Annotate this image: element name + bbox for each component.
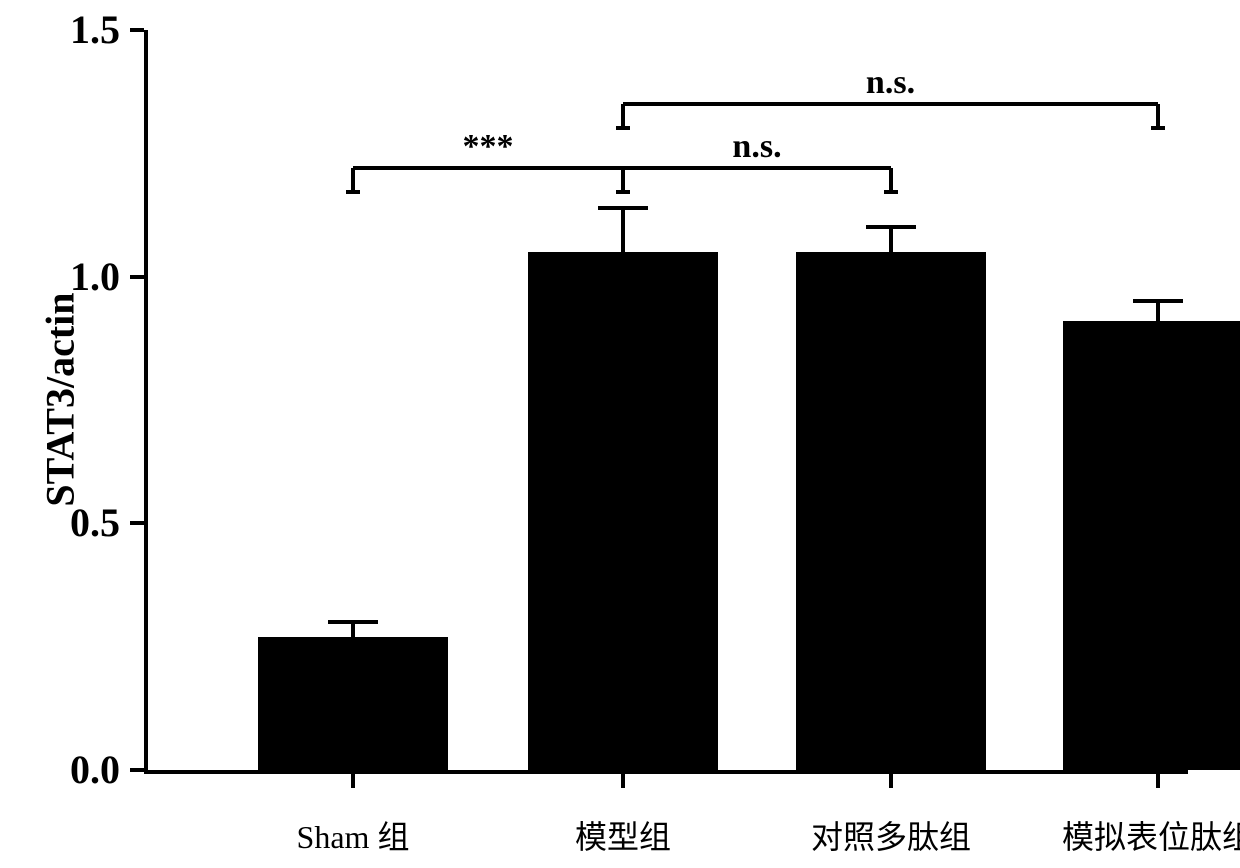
error-bar-cap — [1133, 299, 1183, 303]
significance-bracket-endcap — [346, 190, 360, 194]
error-bar — [889, 227, 893, 252]
bar-chart: STAT3/actin 0.0 0.5 1.0 1.5 Sham 组模型组对照多肽组模拟… — [0, 0, 1240, 868]
error-bar-cap — [866, 225, 916, 229]
y-tick-label: 1.5 — [0, 6, 120, 53]
y-tick — [130, 521, 144, 525]
significance-bracket-endcap — [884, 190, 898, 194]
x-tick — [621, 774, 625, 788]
significance-bracket-end — [621, 104, 625, 128]
significance-label: n.s. — [811, 64, 971, 102]
significance-bracket-end — [351, 168, 355, 192]
bar — [796, 252, 986, 770]
significance-bracket-end — [889, 168, 893, 192]
bar — [1063, 321, 1240, 770]
x-tick — [351, 774, 355, 788]
y-tick — [130, 28, 144, 32]
significance-bracket-endcap — [616, 126, 630, 130]
bar — [528, 252, 718, 770]
significance-bracket-endcap — [1151, 126, 1165, 130]
error-bar-cap — [598, 206, 648, 210]
significance-bracket — [353, 166, 623, 170]
y-axis-line — [144, 30, 148, 770]
error-bar — [621, 208, 625, 252]
x-tick-label: 模型组 — [473, 812, 773, 858]
significance-bracket-end — [621, 168, 625, 192]
significance-label: n.s. — [677, 128, 837, 166]
y-tick-label: 1.0 — [0, 253, 120, 300]
y-axis-title: STAT3/actin — [37, 270, 84, 530]
x-axis-line — [144, 770, 1188, 774]
significance-label: *** — [408, 128, 568, 166]
significance-bracket-end — [1156, 104, 1160, 128]
y-tick-label: 0.5 — [0, 499, 120, 546]
significance-bracket — [623, 102, 1158, 106]
y-tick — [130, 768, 144, 772]
x-tick — [1156, 774, 1160, 788]
significance-bracket-endcap — [616, 190, 630, 194]
error-bar — [351, 622, 355, 637]
x-tick — [889, 774, 893, 788]
y-tick-label: 0.0 — [0, 746, 120, 793]
significance-bracket — [623, 166, 891, 170]
bar — [258, 637, 448, 770]
error-bar — [1156, 301, 1160, 321]
x-tick-label: Sham 组 — [203, 812, 503, 858]
y-tick — [130, 275, 144, 279]
x-tick-label: 模拟表位肽组 — [1008, 812, 1240, 858]
x-tick-label: 对照多肽组 — [741, 812, 1041, 858]
error-bar-cap — [328, 620, 378, 624]
